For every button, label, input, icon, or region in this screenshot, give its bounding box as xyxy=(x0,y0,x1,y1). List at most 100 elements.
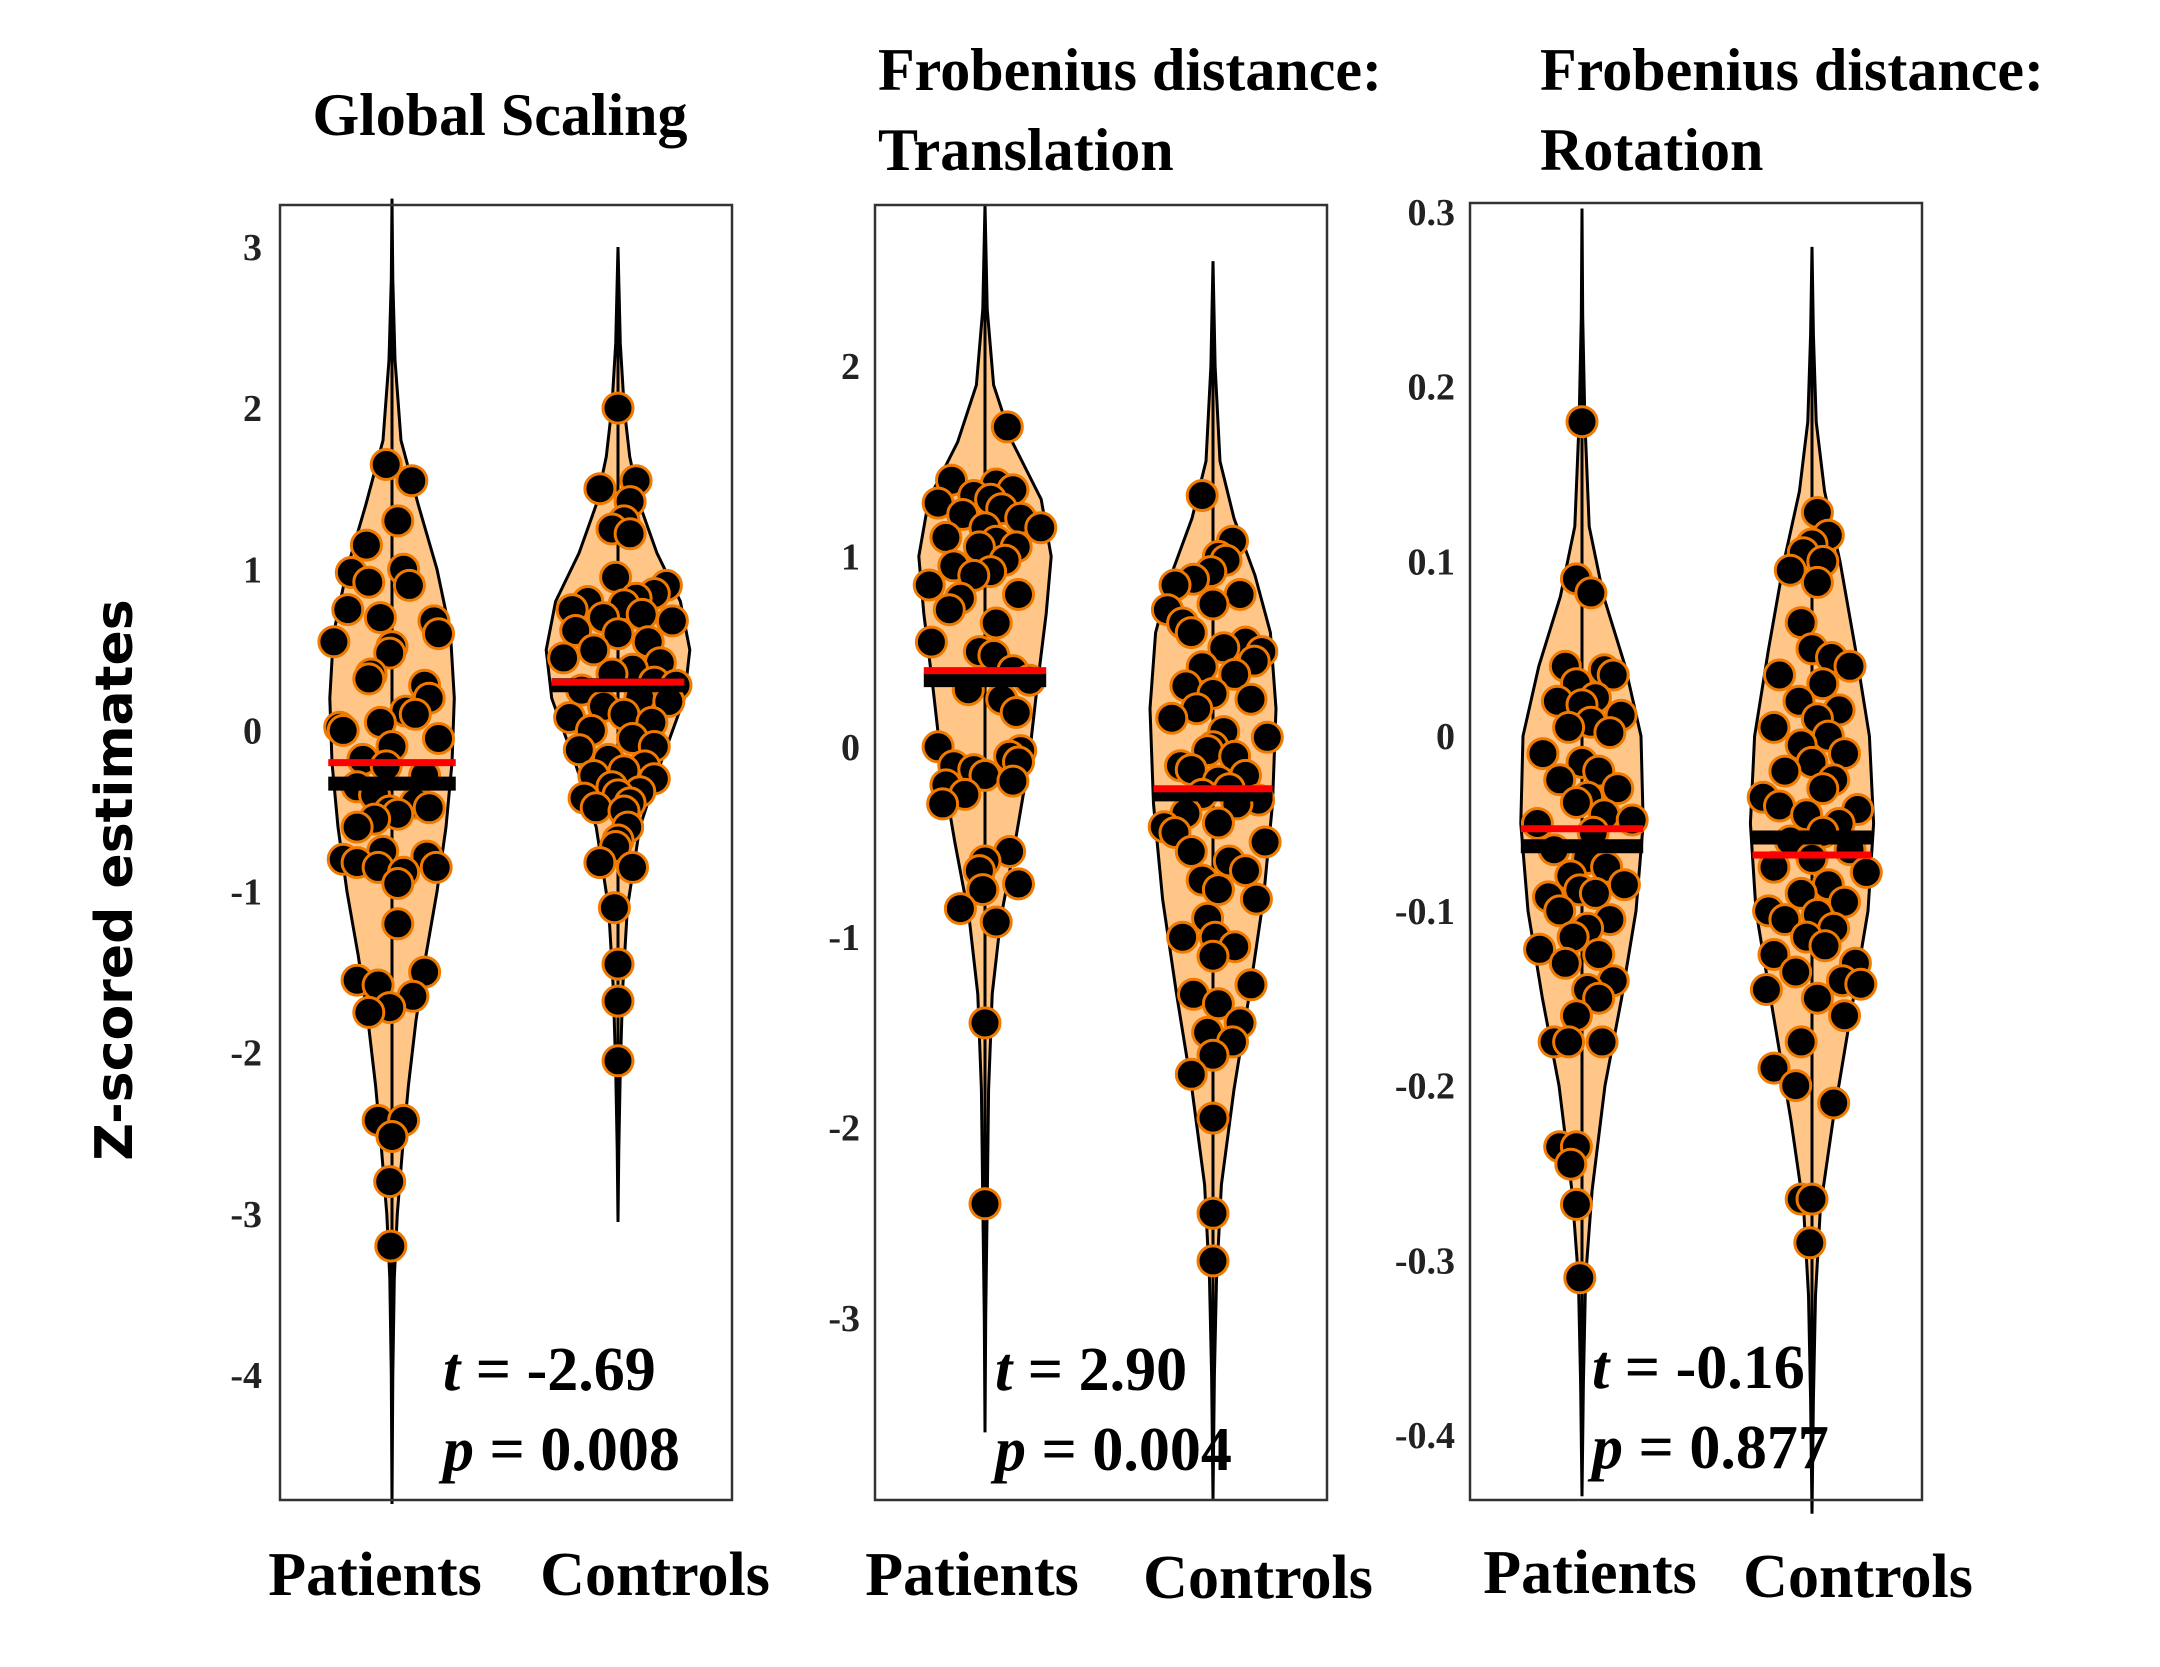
data-point xyxy=(616,850,649,884)
data-point xyxy=(1559,1187,1593,1221)
data-point xyxy=(996,764,1030,798)
data-point xyxy=(1196,1244,1230,1278)
y-ticks: 3 2 1 0 -1 -2 -3 -4 xyxy=(230,227,262,1397)
data-point xyxy=(966,873,1000,907)
y-tick-label: 0 xyxy=(1436,716,1455,758)
data-point xyxy=(1768,903,1802,937)
t-symbol: t xyxy=(1592,1334,1611,1402)
category-label-patients: Patients xyxy=(268,1541,482,1609)
data-point xyxy=(1757,710,1791,744)
data-point xyxy=(1201,987,1235,1021)
t-value: = 2.90 xyxy=(1012,1336,1187,1404)
t-symbol: t xyxy=(443,1336,462,1404)
panel-title-line-2: Translation xyxy=(878,117,1174,183)
data-point xyxy=(1552,1025,1586,1059)
data-point xyxy=(1248,825,1282,859)
panel-title-line-2: Rotation xyxy=(1540,117,1763,183)
panel-title-line-1: Global Scaling xyxy=(312,82,687,148)
data-point xyxy=(352,565,386,599)
data-point xyxy=(340,810,374,844)
data-point xyxy=(1554,1147,1588,1181)
violins xyxy=(317,198,693,1504)
data-point xyxy=(317,625,351,659)
data-point xyxy=(583,846,617,880)
data-point xyxy=(1800,565,1834,599)
y-tick-label: 2 xyxy=(841,346,860,388)
data-point xyxy=(352,995,386,1029)
data-point xyxy=(999,696,1033,729)
data-point xyxy=(1596,658,1630,692)
data-point xyxy=(929,520,963,554)
y-ticks: 0.3 0.2 0.1 0 -0.1 -0.2 -0.3 -0.4 xyxy=(1395,192,1455,1457)
y-tick-label: 2 xyxy=(243,388,262,430)
data-point xyxy=(1223,578,1257,611)
data-point xyxy=(1174,616,1208,650)
data-point xyxy=(381,867,415,900)
data-point xyxy=(1196,587,1230,621)
data-point xyxy=(1174,1057,1208,1091)
data-point xyxy=(352,662,386,696)
data-point xyxy=(613,517,647,551)
data-point xyxy=(398,697,432,731)
data-point xyxy=(1543,763,1577,797)
p-symbol: p xyxy=(438,1416,474,1484)
data-point xyxy=(1757,938,1791,971)
data-point xyxy=(375,1120,409,1153)
y-tick-label: 0 xyxy=(243,710,262,752)
data-point xyxy=(1239,882,1273,916)
data-point xyxy=(979,606,1013,640)
data-point xyxy=(369,448,403,481)
data-point xyxy=(932,593,966,627)
data-point xyxy=(1607,868,1641,902)
data-point xyxy=(1523,932,1557,966)
category-label-patients: Patients xyxy=(865,1541,1079,1609)
data-point xyxy=(1779,1069,1813,1103)
data-point xyxy=(1849,855,1883,889)
data-point xyxy=(579,791,613,825)
data-point xyxy=(968,1006,1002,1040)
y-tick-label: 1 xyxy=(243,549,262,591)
y-tick-label: -0.1 xyxy=(1395,891,1455,933)
data-point xyxy=(1749,973,1783,1006)
data-point xyxy=(1565,405,1599,439)
y-tick-label: -3 xyxy=(230,1194,262,1236)
p-text: = 0.004 xyxy=(1026,1416,1232,1484)
data-point xyxy=(601,984,635,1018)
data-point xyxy=(1808,929,1842,963)
data-point xyxy=(1768,754,1802,788)
plot-frame xyxy=(1468,201,1924,1502)
t-statistic: t = 2.90 xyxy=(995,1336,1187,1404)
p-text: = 0.008 xyxy=(474,1416,680,1484)
data-point xyxy=(1800,981,1834,1015)
data-point xyxy=(1543,894,1577,928)
data-point xyxy=(655,604,689,638)
y-tick-label: -0.3 xyxy=(1395,1240,1455,1282)
y-ticks: 2 1 0 -1 -2 -3 xyxy=(828,346,860,1340)
data-point xyxy=(326,713,360,747)
p-value: p = 0.004 xyxy=(990,1416,1232,1484)
data-point xyxy=(1828,999,1861,1033)
data-point xyxy=(374,1229,408,1263)
panel-title-line-1: Frobenius distance: xyxy=(1540,37,2044,103)
data-point xyxy=(1196,1038,1230,1072)
data-point xyxy=(1779,955,1813,989)
data-point xyxy=(577,633,611,667)
panel-frobenius-rotation: Frobenius distance: Rotation 0.3 0.2 0.1 0 -… xyxy=(1395,37,2044,1611)
p-value: p = 0.008 xyxy=(438,1416,680,1484)
data-point xyxy=(1582,981,1616,1015)
data-point xyxy=(1196,939,1230,973)
plot-frame xyxy=(873,203,1329,1502)
data-point xyxy=(1773,553,1807,587)
p-text: = 0.877 xyxy=(1623,1414,1829,1482)
data-point xyxy=(1757,1051,1791,1085)
data-point xyxy=(392,568,426,602)
data-point xyxy=(1234,968,1268,1002)
p-value: p = 0.877 xyxy=(1587,1414,1829,1482)
y-tick-label: 1 xyxy=(841,536,860,578)
data-point xyxy=(1201,806,1235,840)
data-point xyxy=(979,905,1013,939)
t-value: = -0.16 xyxy=(1609,1334,1804,1402)
y-tick-label: -2 xyxy=(828,1108,860,1150)
panel-global-scaling: Global Scaling 3 2 1 0 -1 -2 -3 -4 Patients Con… xyxy=(230,82,769,1609)
data-point xyxy=(1002,578,1035,611)
